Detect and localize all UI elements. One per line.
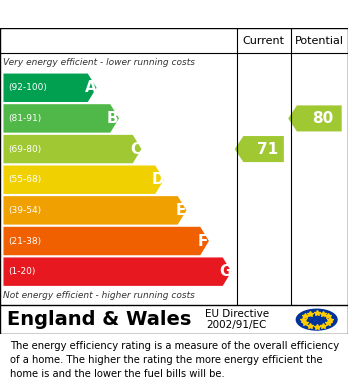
Text: C: C (130, 142, 141, 156)
Polygon shape (288, 106, 342, 131)
Text: (81-91): (81-91) (9, 114, 42, 123)
Text: (55-68): (55-68) (9, 175, 42, 184)
Text: (21-38): (21-38) (9, 237, 42, 246)
Text: Potential: Potential (295, 36, 344, 46)
Circle shape (296, 309, 337, 330)
Text: Current: Current (243, 36, 285, 46)
Polygon shape (235, 136, 284, 162)
Polygon shape (3, 257, 231, 286)
Text: (39-54): (39-54) (9, 206, 42, 215)
Text: 71: 71 (256, 142, 278, 156)
Polygon shape (3, 104, 119, 133)
Text: F: F (198, 233, 208, 249)
Text: B: B (107, 111, 119, 126)
Polygon shape (3, 227, 209, 255)
Text: 80: 80 (312, 111, 333, 126)
Text: A: A (85, 80, 96, 95)
Polygon shape (3, 74, 96, 102)
Text: Energy Efficiency Rating: Energy Efficiency Rating (10, 5, 258, 23)
Text: (1-20): (1-20) (9, 267, 36, 276)
Text: England & Wales: England & Wales (7, 310, 191, 329)
Text: D: D (152, 172, 164, 187)
Text: The energy efficiency rating is a measure of the overall efficiency of a home. T: The energy efficiency rating is a measur… (10, 341, 340, 379)
Polygon shape (3, 196, 187, 224)
Polygon shape (3, 165, 164, 194)
Text: Very energy efficient - lower running costs: Very energy efficient - lower running co… (3, 58, 196, 67)
Text: (92-100): (92-100) (9, 83, 48, 92)
Text: (69-80): (69-80) (9, 145, 42, 154)
Text: EU Directive
2002/91/EC: EU Directive 2002/91/EC (205, 309, 269, 330)
Text: E: E (175, 203, 185, 218)
Text: G: G (219, 264, 231, 279)
Polygon shape (3, 135, 142, 163)
Text: Not energy efficient - higher running costs: Not energy efficient - higher running co… (3, 291, 195, 300)
